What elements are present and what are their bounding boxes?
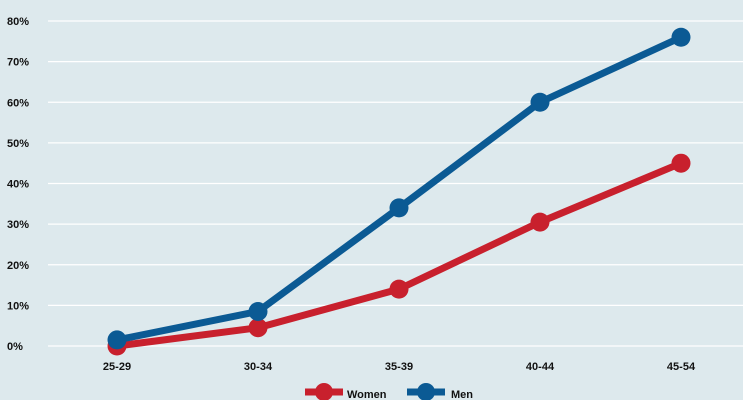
data-point — [671, 27, 691, 47]
legend-label: Men — [451, 389, 473, 400]
legend: Women Men — [305, 383, 473, 400]
data-point — [671, 153, 691, 173]
legend-item-women: Women — [305, 383, 387, 400]
data-point — [248, 301, 268, 321]
legend-label: Women — [347, 389, 387, 400]
y-tick-label: 20% — [7, 260, 29, 272]
data-point — [530, 212, 550, 232]
x-tick-label: 40-44 — [526, 361, 555, 373]
data-point — [389, 279, 409, 299]
data-point — [530, 92, 550, 112]
series-men — [107, 27, 691, 350]
x-tick-label: 45-54 — [667, 361, 696, 373]
data-point — [107, 330, 127, 350]
y-tick-label: 30% — [7, 219, 29, 231]
y-tick-label: 0% — [7, 341, 23, 353]
y-tick-label: 70% — [7, 57, 29, 69]
x-tick-label: 25-29 — [103, 361, 131, 373]
x-tick-label: 35-39 — [385, 361, 413, 373]
x-axis-ticks: 25-29 30-34 35-39 40-44 45-54 — [103, 361, 696, 373]
data-series — [107, 27, 691, 356]
y-tick-label: 10% — [7, 300, 29, 312]
legend-swatch-marker — [315, 383, 333, 400]
x-tick-label: 30-34 — [244, 361, 273, 373]
data-point — [389, 198, 409, 218]
y-axis-ticks: 0% 10% 20% 30% 40% 50% 60% 70% 80% — [7, 16, 29, 353]
y-tick-label: 50% — [7, 138, 29, 150]
y-tick-label: 60% — [7, 97, 29, 109]
data-point — [248, 318, 268, 338]
y-tick-label: 40% — [7, 179, 29, 191]
y-tick-label: 80% — [7, 16, 29, 28]
gridlines — [48, 20, 743, 347]
legend-item-men: Men — [407, 383, 473, 400]
legend-swatch-marker — [417, 383, 435, 400]
